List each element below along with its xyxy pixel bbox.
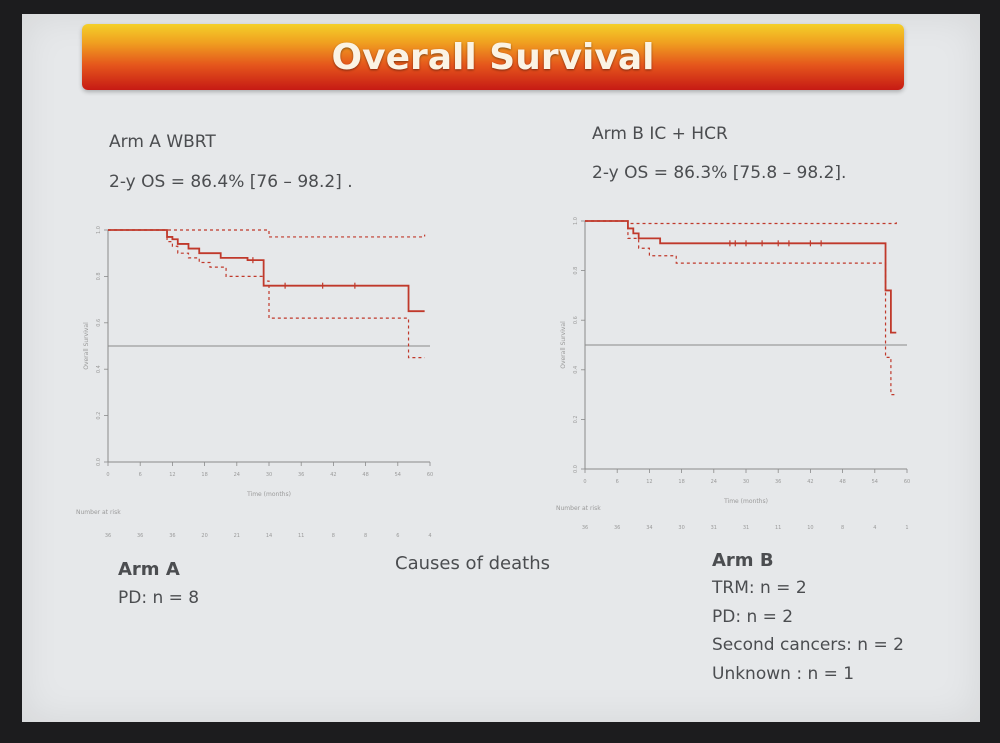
- x-tick-label: 24: [234, 472, 240, 478]
- x-tick-label: 18: [201, 472, 207, 478]
- at-risk-count: 36: [105, 533, 111, 539]
- x-tick-label: 36: [298, 472, 304, 478]
- at-risk-count: 8: [332, 533, 335, 539]
- at-risk-count: 8: [841, 525, 844, 531]
- arm-b-death-item: PD: n = 2: [712, 607, 794, 627]
- x-tick-label: 6: [616, 479, 619, 485]
- at-risk-count: 8: [364, 533, 367, 539]
- arm-b-deaths-label: Arm B: [712, 550, 774, 571]
- risk-table-label: Number at risk: [556, 505, 601, 512]
- at-risk-count: 21: [234, 533, 240, 539]
- km-chart-arm-b: 0.00.20.40.60.81.00 6 12 18 24 30 36 42 48 54 60Ti…: [556, 217, 910, 531]
- x-tick-label: 48: [362, 472, 368, 478]
- at-risk-count: 4: [873, 525, 876, 531]
- series-lower-ci: [585, 220, 897, 396]
- x-axis-label: Time (months): [723, 498, 768, 505]
- x-axis-label: Time (months): [246, 491, 291, 498]
- arm-b-death-item: TRM: n = 2: [712, 578, 807, 598]
- y-tick-label: 0.2: [573, 415, 579, 423]
- arm-a-death-item: PD: n = 8: [118, 588, 200, 608]
- x-tick-label: 18: [678, 479, 684, 485]
- arm-a-os: 2-y OS = 86.4% [76 – 98.2] .: [109, 172, 353, 192]
- y-tick-label: 0.0: [96, 458, 102, 466]
- arm-b-death-item: Second cancers: n = 2: [712, 635, 904, 655]
- series-lower-ci: [108, 229, 425, 359]
- y-tick-label: 0.2: [96, 412, 102, 420]
- series-upper-ci: [108, 229, 426, 238]
- arm-a-deaths-label: Arm A: [118, 559, 180, 580]
- arm-b-heading: Arm B IC + HCR: [592, 124, 728, 144]
- y-tick-label: 0.6: [96, 319, 102, 327]
- arm-a-heading: Arm A WBRT: [109, 132, 216, 152]
- x-tick-label: 30: [743, 479, 749, 485]
- x-tick-label: 36: [775, 479, 781, 485]
- survival-charts: 0.00.20.40.60.81.00 6 12 18 24 30 36 42 48 54 60Ti…: [76, 217, 910, 539]
- at-risk-count: 36: [614, 525, 620, 531]
- title-banner: Overall Survival: [82, 24, 904, 90]
- at-risk-count: 14: [266, 533, 272, 539]
- at-risk-count: 36: [582, 525, 588, 531]
- y-tick-label: 0.4: [96, 365, 102, 373]
- x-tick-label: 30: [266, 472, 272, 478]
- at-risk-count: 20: [201, 533, 207, 539]
- series-upper-ci: [585, 220, 897, 225]
- y-tick-label: 1.0: [96, 226, 102, 234]
- at-risk-count: 1: [905, 525, 908, 531]
- km-chart-arm-a: 0.00.20.40.60.81.00 6 12 18 24 30 36 42 48 54 60Ti…: [76, 226, 433, 539]
- y-tick-label: 0.8: [573, 267, 579, 275]
- x-tick-label: 60: [427, 472, 433, 478]
- y-tick-label: 0.6: [573, 316, 579, 324]
- at-risk-count: 31: [743, 525, 749, 531]
- at-risk-count: 31: [711, 525, 717, 531]
- x-tick-label: 42: [330, 472, 336, 478]
- x-tick-label: 0: [106, 472, 109, 478]
- x-tick-label: 6: [139, 472, 142, 478]
- x-tick-label: 54: [872, 479, 878, 485]
- y-axis-label: Overall Survival: [83, 322, 90, 370]
- arm-b-death-item: Unknown : n = 1: [712, 664, 855, 684]
- at-risk-count: 10: [807, 525, 813, 531]
- x-tick-label: 54: [395, 472, 401, 478]
- arm-b-os: 2-y OS = 86.3% [75.8 – 98.2].: [592, 163, 847, 183]
- x-tick-label: 24: [711, 479, 717, 485]
- at-risk-count: 11: [298, 533, 304, 539]
- y-tick-label: 0.8: [96, 272, 102, 280]
- at-risk-count: 36: [169, 533, 175, 539]
- x-tick-label: 48: [839, 479, 845, 485]
- x-tick-label: 42: [807, 479, 813, 485]
- series-estimate: [585, 220, 897, 334]
- at-risk-count: 34: [646, 525, 652, 531]
- x-tick-label: 0: [583, 479, 586, 485]
- y-tick-label: 0.0: [573, 465, 579, 473]
- y-axis-label: Overall Survival: [560, 321, 567, 369]
- x-tick-label: 60: [904, 479, 910, 485]
- risk-table-label: Number at risk: [76, 509, 121, 516]
- slide: Overall Survival Arm A WBRT 2-y OS = 86.…: [22, 14, 980, 722]
- y-tick-label: 0.4: [573, 366, 579, 374]
- at-risk-count: 6: [396, 533, 399, 539]
- series-estimate: [108, 229, 425, 313]
- at-risk-count: 4: [428, 533, 431, 539]
- at-risk-count: 36: [137, 533, 143, 539]
- x-tick-label: 12: [169, 472, 175, 478]
- at-risk-count: 11: [775, 525, 781, 531]
- y-tick-label: 1.0: [573, 217, 579, 225]
- slide-title: Overall Survival: [331, 36, 655, 78]
- x-tick-label: 12: [646, 479, 652, 485]
- causes-of-deaths-title: Causes of deaths: [395, 553, 551, 574]
- at-risk-count: 30: [678, 525, 684, 531]
